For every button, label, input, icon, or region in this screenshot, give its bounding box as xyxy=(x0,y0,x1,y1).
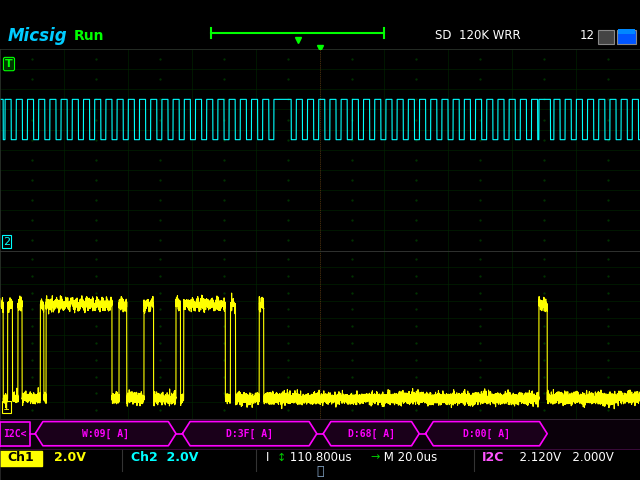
Text: Ch1: Ch1 xyxy=(7,451,34,464)
Text: SD  120K WRR: SD 120K WRR xyxy=(435,29,521,43)
FancyBboxPatch shape xyxy=(617,30,636,44)
Text: Ch2  2.0V: Ch2 2.0V xyxy=(131,451,198,464)
Polygon shape xyxy=(426,421,547,446)
Text: T: T xyxy=(5,59,13,69)
Polygon shape xyxy=(0,421,30,446)
Text: 12: 12 xyxy=(579,29,594,43)
Text: D:00[ A]: D:00[ A] xyxy=(463,429,510,439)
Text: D:3F[ A]: D:3F[ A] xyxy=(226,429,273,439)
Text: 110.800us: 110.800us xyxy=(286,451,355,464)
Text: 1: 1 xyxy=(3,402,10,412)
Text: Run: Run xyxy=(74,29,104,43)
Text: 🔓: 🔓 xyxy=(316,465,324,478)
Text: ↕: ↕ xyxy=(276,453,286,463)
Text: 2.120V   2.000V: 2.120V 2.000V xyxy=(512,451,614,464)
Text: →: → xyxy=(370,453,380,463)
Polygon shape xyxy=(182,421,317,446)
Text: M 20.0us: M 20.0us xyxy=(380,451,436,464)
FancyBboxPatch shape xyxy=(598,30,614,44)
Text: I: I xyxy=(266,451,273,464)
Text: 2: 2 xyxy=(3,237,10,247)
Text: W:09[ A]: W:09[ A] xyxy=(82,429,129,439)
Text: Micsig: Micsig xyxy=(8,27,67,45)
Text: 2.0V: 2.0V xyxy=(54,451,86,464)
Bar xyxy=(0,451,42,466)
Text: D:68[ A]: D:68[ A] xyxy=(348,429,395,439)
Polygon shape xyxy=(35,421,176,446)
Polygon shape xyxy=(323,421,419,446)
Text: I2C<: I2C< xyxy=(3,429,27,439)
FancyBboxPatch shape xyxy=(618,29,635,34)
Text: I2C: I2C xyxy=(482,451,504,464)
